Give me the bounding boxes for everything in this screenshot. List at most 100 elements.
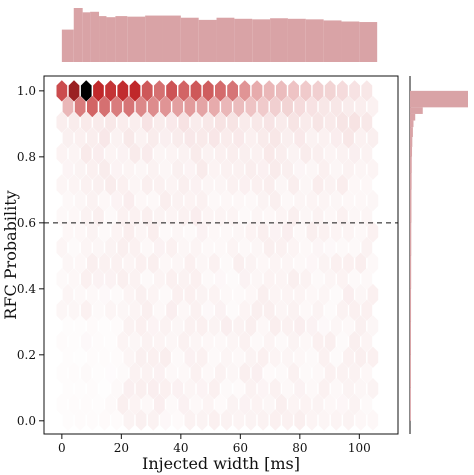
hexbin-cell <box>196 346 208 368</box>
hexbin-cell <box>172 346 184 368</box>
hexbin-cell <box>355 189 367 212</box>
hexbin-cell <box>343 158 354 180</box>
hexbin-cell <box>324 205 336 227</box>
hexbin-cell <box>288 142 299 165</box>
hexbin-cell <box>56 268 68 290</box>
hexbin-cell <box>184 283 196 306</box>
hexbin-cell <box>111 189 123 212</box>
hexbin-cell <box>276 174 287 196</box>
hexbin-cell <box>215 299 226 321</box>
hexbin-cell <box>251 299 263 321</box>
hexbin-cell <box>300 80 312 102</box>
hexbin-cell <box>355 346 367 368</box>
hexbin-cell <box>147 283 159 306</box>
hexbin-cell <box>123 315 135 337</box>
hexbin-cell <box>105 268 116 290</box>
hexbin-cell <box>263 111 275 133</box>
hexbin-cell <box>56 142 68 165</box>
hexbin-cell <box>215 174 226 196</box>
hexbin-cell <box>251 393 263 415</box>
hexbin-cell <box>141 362 153 384</box>
hexbin-cell <box>208 252 220 274</box>
hexbin-cell <box>172 127 184 149</box>
hexbin-cell <box>239 299 251 321</box>
hexbin-cell <box>178 142 190 165</box>
hexbin-cell <box>227 331 238 353</box>
hexbin-cell <box>62 409 74 431</box>
hexbin-cell <box>257 283 269 306</box>
hexbin-cell <box>190 80 202 102</box>
hexbin-cell <box>208 158 220 180</box>
hexbin-cell <box>105 236 116 259</box>
hexbin-cell <box>343 221 354 243</box>
hexbin-cell <box>202 236 214 259</box>
hexbin-cell <box>300 111 312 133</box>
x-marginal-bar <box>305 19 324 62</box>
hexbin-cell <box>141 111 153 133</box>
hexbin-cell <box>318 127 330 149</box>
hexbin-cell <box>367 346 379 368</box>
hexbin-cell <box>99 127 110 149</box>
hexbin-cell <box>68 205 80 227</box>
hexbin-cell <box>276 393 287 415</box>
hexbin-cell <box>74 252 86 274</box>
hexbin-cell <box>105 331 116 353</box>
hexbin-cell <box>330 283 342 306</box>
hexbin-cell <box>288 362 299 384</box>
hexbin-cell <box>337 174 348 196</box>
hexbin-cell <box>147 95 159 118</box>
hexbin-cell <box>276 205 287 227</box>
hexbin-cell <box>312 299 324 321</box>
hexbin-cell <box>227 142 238 165</box>
hexbin-cell <box>324 393 336 415</box>
hexbin-cell <box>111 252 123 274</box>
hexbin-cell <box>355 283 367 306</box>
y-axis-ticks: 0.0 0.2 0.4 0.6 0.8 1.0 <box>17 84 44 428</box>
y-marginal-bar <box>410 120 414 128</box>
hexbin-cell <box>105 362 116 384</box>
hexbin-cell <box>166 142 177 165</box>
x-marginal-bar <box>115 16 128 63</box>
hexbin-cell <box>367 283 379 306</box>
hexbin-cell <box>269 283 281 306</box>
hexbin-cell <box>349 236 360 259</box>
hexbin-cell <box>166 174 177 196</box>
hexbin-cell <box>160 315 171 337</box>
hexbin-cell <box>117 299 129 321</box>
y-marginal-bar <box>410 222 412 256</box>
hexbin-cell <box>349 362 360 384</box>
hexbin-cell <box>62 252 74 274</box>
hexbin-cell <box>306 127 318 149</box>
hexbin-cell <box>263 80 275 102</box>
hexbin-cell <box>87 158 98 180</box>
hexbin-cell <box>257 409 269 431</box>
hexbin-cell <box>282 158 293 180</box>
hexbin-cell <box>239 174 251 196</box>
hexbin-cell <box>269 189 281 212</box>
hexbin-cell <box>184 95 196 118</box>
hexbin-cell <box>147 158 159 180</box>
hexbin-cell <box>355 127 367 149</box>
hexbin-cell <box>251 362 263 384</box>
hexbin-cell <box>208 189 220 212</box>
hexbin-cell <box>239 80 251 102</box>
hexbin-cell <box>184 221 196 243</box>
hexbin-cell <box>190 111 202 133</box>
hexbin-cell <box>233 158 245 180</box>
hexbin-cell <box>80 268 92 290</box>
hexbin-cell <box>147 127 159 149</box>
hexbin-cell <box>282 252 293 274</box>
hexbin-cell <box>135 95 147 118</box>
hexbin-cell <box>154 268 165 290</box>
hexbin-cell <box>294 158 306 180</box>
hexbin-cell <box>196 315 208 337</box>
x-marginal-bar <box>162 15 181 62</box>
hexbin-cell <box>361 393 373 415</box>
hexbin-cell <box>355 378 367 400</box>
hexbin-cell <box>68 362 80 384</box>
hexbin-cell <box>62 315 74 337</box>
hexbin-cell <box>93 299 104 321</box>
hexbin-cell <box>99 221 110 243</box>
hexbin-cell <box>300 236 312 259</box>
hexbin-cell <box>318 95 330 118</box>
